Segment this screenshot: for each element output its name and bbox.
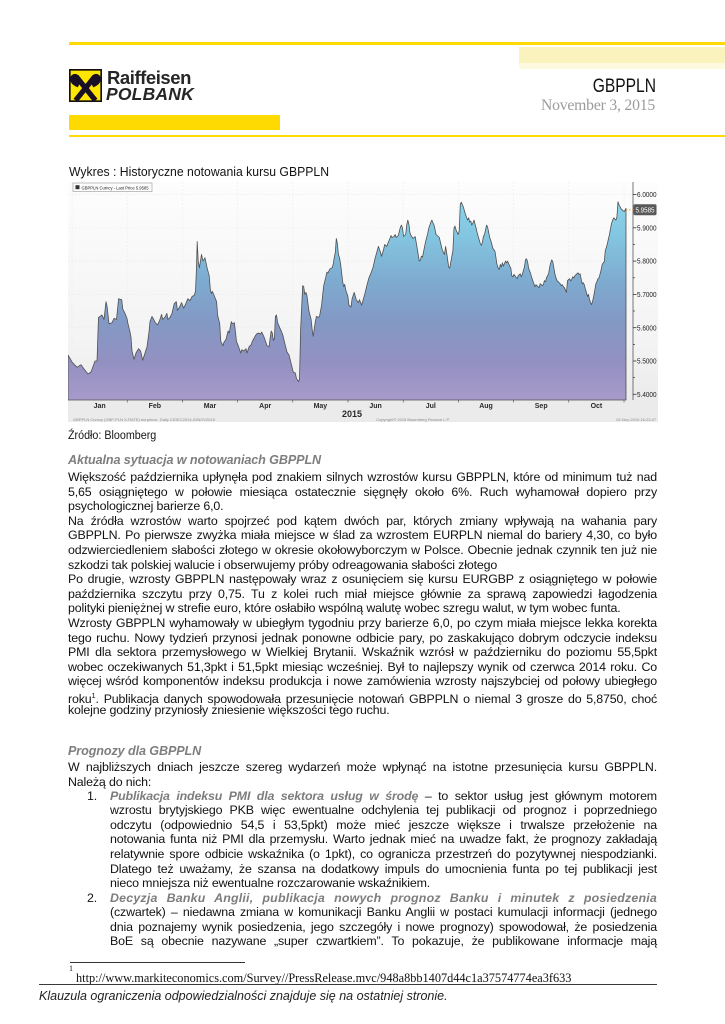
- svg-text:5.6000: 5.6000: [637, 323, 657, 332]
- svg-text:5.7000: 5.7000: [637, 290, 657, 299]
- svg-text:Jun: Jun: [369, 403, 381, 410]
- svg-text:Jan: Jan: [94, 403, 106, 410]
- svg-text:GBPPLN Curncy - Last Price 5.9: GBPPLN Curncy - Last Price 5.9585: [82, 185, 149, 191]
- svg-text:5.9585: 5.9585: [636, 206, 655, 215]
- svg-text:5.4000: 5.4000: [637, 390, 657, 399]
- svg-text:2015: 2015: [342, 409, 362, 419]
- svg-text:Oct: Oct: [591, 403, 603, 410]
- svg-text:Mar: Mar: [204, 403, 217, 410]
- svg-text:May: May: [314, 403, 328, 410]
- svg-text:Sep: Sep: [535, 403, 548, 410]
- svg-text:GBPPLN Curncy (GBP-PLN X-RATE): GBPPLN Curncy (GBP-PLN X-RATE) eurprince…: [73, 417, 216, 422]
- svg-text:02-Nov-2015 16:22:47: 02-Nov-2015 16:22:47: [616, 417, 657, 422]
- svg-text:5.8000: 5.8000: [637, 257, 657, 266]
- svg-text:Apr: Apr: [259, 403, 271, 410]
- svg-text:6.0000: 6.0000: [637, 190, 657, 199]
- svg-text:Copyright© 2015 Bloomberg Fina: Copyright© 2015 Bloomberg Finance L.P.: [376, 417, 450, 422]
- svg-text:5.5000: 5.5000: [637, 357, 657, 366]
- svg-text:Aug: Aug: [479, 403, 493, 410]
- svg-text:Jul: Jul: [426, 403, 436, 410]
- svg-text:5.9000: 5.9000: [637, 223, 657, 232]
- svg-text:Feb: Feb: [149, 403, 161, 410]
